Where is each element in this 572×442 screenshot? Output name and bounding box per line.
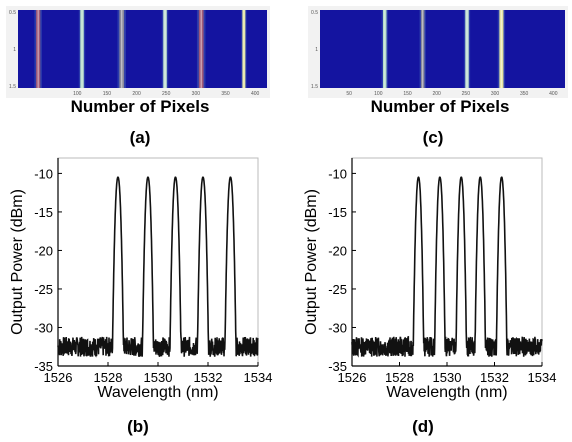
heatmap-x-tick: 400 [251,91,260,97]
heatmap-y-tick: 1.5 [311,84,318,90]
heatmap-a-xlabel: Number of Pixels [70,97,210,116]
caption-c: (c) [422,128,444,147]
x-tick-label: 1530 [144,370,173,385]
heatmap-x-tick: 100 [374,91,383,97]
peak-5 [500,176,503,179]
x-axis-label: Wavelength (nm) [386,384,507,401]
peak-3 [174,176,177,179]
spectrum-trace [351,176,543,358]
stripe-core [164,10,166,88]
stripe-core [422,10,424,88]
y-tick-label: -15 [34,205,53,220]
caption-b: (b) [127,417,149,436]
caption-d: (d) [412,417,434,436]
y-axis-label: Output Power (dBm) [9,189,26,335]
y-tick-label: -30 [328,320,347,335]
x-tick-label: 1526 [44,370,73,385]
stripe-core [466,10,468,88]
heatmap-x-tick: 150 [103,91,112,97]
peak-3 [460,176,463,179]
heatmap-x-tick: 300 [491,91,500,97]
heatmap-y-tick: 1.5 [9,84,16,90]
peak-4 [202,176,204,179]
y-tick-label: -15 [328,205,347,220]
stripe-core [37,10,39,88]
peak-1 [417,176,420,179]
x-tick-label: 1534 [244,370,273,385]
heatmap-y-tick: 1 [315,47,318,53]
y-tick-label: -20 [328,243,347,258]
x-tick-label: 1530 [433,370,462,385]
x-tick-label: 1528 [94,370,123,385]
peak-5 [229,176,232,179]
heatmap-c: 50 100 150 200 250 300 350 400 0.5 1 1.5 [308,6,568,98]
heatmap-y-tick: 0.5 [9,10,16,16]
y-tick-label: -35 [328,359,347,374]
x-tick-label: 1526 [338,370,367,385]
heatmap-x-tick: 250 [462,91,471,97]
spectrum-trace [57,176,259,358]
heatmap-panel-a: 100 150 200 250 300 350 400 0.5 1 1.5 [6,6,270,98]
peak-4 [479,176,482,179]
heatmap-x-tick: 300 [192,91,201,97]
x-tick-label: 1532 [480,370,509,385]
heatmap-x-tick: 350 [221,91,230,97]
heatmap-x-tick: 350 [520,91,529,97]
heatmap-background [320,10,565,88]
y-tick-label: -25 [34,282,53,297]
peak-1 [117,176,119,179]
heatmap-x-tick: 100 [73,91,82,97]
x-tick-label: 1528 [385,370,414,385]
peak-2 [439,176,441,179]
y-tick-label: -30 [34,320,53,335]
heatmap-y-tick: 1 [13,47,16,53]
y-axis-label: Output Power (dBm) [303,189,320,335]
heatmap-y-tick: 0.5 [311,10,318,16]
y-tick-label: -20 [34,243,53,258]
stripe-core [121,10,123,88]
heatmap-panel-c: 50 100 150 200 250 300 350 400 0.5 1 1.5 [308,6,568,98]
heatmap-x-tick: 200 [132,91,141,97]
heatmap-c-xlabel: Number of Pixels [370,97,510,116]
stripe-core [500,10,502,88]
x-axis-label: Wavelength (nm) [97,384,218,401]
y-tick-label: -25 [328,282,347,297]
caption-a: (a) [129,128,151,147]
heatmap-x-tick: 250 [162,91,171,97]
x-tick-label: 1534 [528,370,557,385]
heatmap-background [18,10,267,88]
y-tick-label: -35 [34,359,53,374]
x-tick-label: 1532 [194,370,223,385]
y-tick-label: -10 [328,166,347,181]
heatmap-x-tick: 150 [403,91,412,97]
heatmap-x-tick: 50 [346,91,352,97]
stripe-core [200,10,202,88]
heatmap-x-tick: 400 [549,91,558,97]
plot-frame [57,157,259,367]
stripe-core [243,10,245,88]
plot-frame [351,157,543,367]
stripe-core [384,10,386,88]
peak-2 [147,176,149,179]
heatmap-a: 100 150 200 250 300 350 400 0.5 1 1.5 [6,6,270,98]
y-tick-label: -10 [34,166,53,181]
stripe-core [81,10,83,88]
heatmap-x-tick: 200 [432,91,441,97]
